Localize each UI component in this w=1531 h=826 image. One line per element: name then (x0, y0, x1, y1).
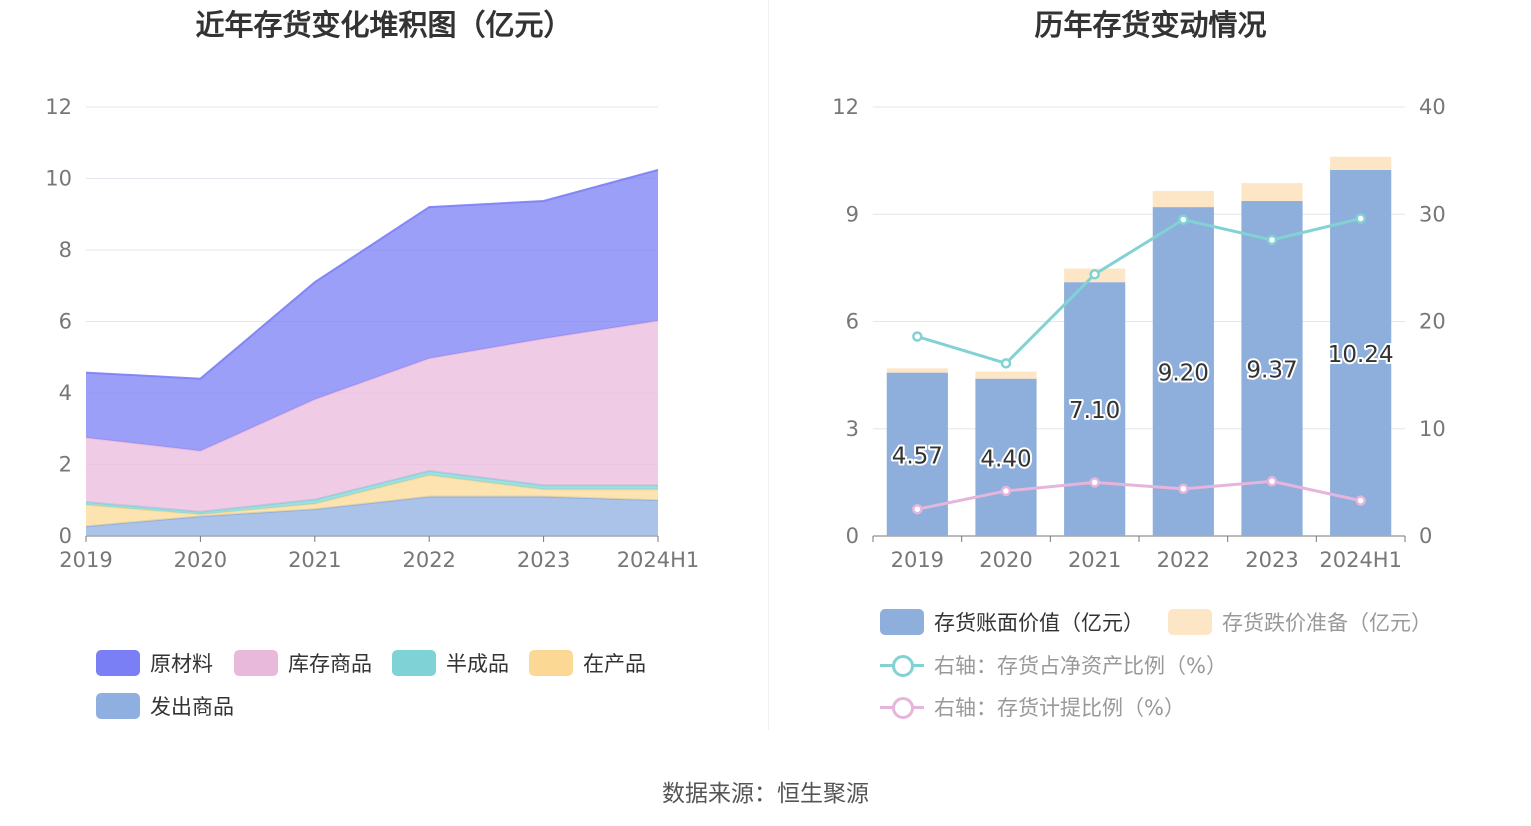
y-tick-label-right-chart: 12 (832, 95, 859, 119)
legend-label: 发出商品 (150, 695, 234, 719)
left-chart-title: 近年存货变化堆积图（亿元） (195, 8, 573, 42)
y2-tick-label: 0 (1419, 524, 1432, 548)
y-tick-label-right-chart: 3 (846, 417, 859, 441)
legend-item-right-2[interactable]: 右轴：存货占净资产比例（%） (880, 650, 1227, 680)
y2-tick-label: 30 (1419, 202, 1446, 226)
area-line-库存商品 (85, 319, 659, 452)
x-tick-label-right: 2024H1 (1319, 548, 1402, 572)
legend-item-left-2[interactable]: 半成品 (392, 648, 509, 678)
legend-line-symbol (880, 652, 924, 678)
x-tick-label-right: 2021 (1068, 548, 1121, 572)
point-右轴：存货计提比例（%） (912, 503, 923, 515)
legend-swatch (880, 609, 924, 635)
y-tick-label-left: 4 (59, 381, 72, 405)
data-source: 数据来源：恒生聚源 (662, 781, 869, 807)
line-右轴：存货占净资产比例（%） (916, 217, 1362, 366)
bar-data-label: 9.37 (1246, 358, 1297, 384)
area-发出商品 (86, 496, 658, 536)
x-tick-label-left: 2024H1 (617, 548, 700, 572)
bar-存货账面价值（亿元） (1152, 207, 1214, 536)
bar-data-label: 7.10 (1069, 398, 1120, 424)
x-tick-label-right: 2023 (1245, 548, 1298, 572)
legend-swatch (96, 650, 140, 676)
y2-tick-label: 20 (1419, 310, 1446, 334)
point-右轴：存货计提比例（%） (1355, 495, 1366, 506)
y-tick-label-right-chart: 0 (846, 524, 859, 548)
legend-swatch (234, 650, 278, 676)
legend-label: 存货跌价准备（亿元） (1222, 611, 1432, 635)
line-右轴：存货计提比例（%） (917, 479, 1361, 511)
bar-存货账面价值（亿元） (975, 378, 1037, 536)
y-tick-label-left: 10 (45, 167, 72, 191)
bar-data-label: 4.40 (980, 446, 1031, 472)
area-line-原材料 (85, 168, 659, 380)
y-tick-label-right-chart: 9 (846, 202, 859, 226)
y-tick-label-left: 2 (59, 453, 72, 477)
legend-item-left-0[interactable]: 原材料 (96, 648, 213, 678)
x-tick-label-left: 2019 (59, 548, 112, 572)
legend-item-left-4[interactable]: 发出商品 (96, 691, 234, 721)
legend-item-left-3[interactable]: 在产品 (529, 648, 646, 678)
x-tick-label-left: 2020 (174, 548, 227, 572)
legend-swatch (1168, 609, 1212, 635)
area-原材料 (86, 169, 658, 451)
x-tick-label-right: 2020 (979, 548, 1032, 572)
legend-label: 库存商品 (288, 652, 372, 676)
legend-item-right-1[interactable]: 存货跌价准备（亿元） (1168, 607, 1432, 637)
bar-data-label: 10.24 (1328, 342, 1394, 368)
legend-item-right-0[interactable]: 存货账面价值（亿元） (880, 607, 1144, 637)
y-tick-label-left: 0 (59, 524, 72, 548)
area-库存商品 (86, 320, 658, 512)
bar-存货跌价准备（亿元） (886, 368, 948, 373)
point-右轴：存货占净资产比例（%） (1000, 358, 1012, 369)
x-tick-label-right: 2022 (1157, 548, 1210, 572)
bar-存货跌价准备（亿元） (1241, 183, 1303, 202)
point-右轴：存货占净资产比例（%） (1089, 269, 1100, 280)
point-右轴：存货占净资产比例（%） (1355, 213, 1366, 224)
legend-item-left-1[interactable]: 库存商品 (234, 648, 372, 678)
x-tick-label-left: 2023 (517, 548, 570, 572)
legend-label: 在产品 (583, 652, 646, 676)
legend-item-right-3[interactable]: 右轴：存货计提比例（%） (880, 692, 1185, 722)
legend-label: 原材料 (150, 652, 213, 676)
y-tick-label-right-chart: 6 (846, 310, 859, 334)
y2-tick-label: 10 (1419, 417, 1446, 441)
area-line-发出商品 (85, 495, 659, 528)
legend-swatch (529, 650, 573, 676)
y-tick-label-left: 6 (59, 310, 72, 334)
legend-line-symbol (880, 694, 924, 720)
legend-label: 右轴：存货计提比例（%） (934, 696, 1185, 720)
point-右轴：存货计提比例（%） (1089, 477, 1100, 488)
point-右轴：存货计提比例（%） (1000, 485, 1012, 497)
point-右轴：存货占净资产比例（%） (1266, 234, 1278, 246)
point-右轴：存货计提比例（%） (1266, 476, 1278, 487)
x-tick-label-right: 2019 (891, 548, 944, 572)
x-tick-label-left: 2021 (288, 548, 341, 572)
area-在产品 (86, 475, 658, 527)
bar-data-label: 9.20 (1158, 361, 1209, 387)
bar-存货跌价准备（亿元） (1152, 191, 1214, 208)
point-右轴：存货占净资产比例（%） (1178, 214, 1189, 225)
legend-swatch (392, 650, 436, 676)
bar-存货账面价值（亿元） (1064, 282, 1126, 536)
x-tick-label-left: 2022 (402, 548, 455, 572)
point-右轴：存货占净资产比例（%） (912, 331, 923, 342)
right-chart-title: 历年存货变动情况 (1034, 8, 1267, 42)
legend-swatch (96, 693, 140, 719)
bar-存货跌价准备（亿元） (1330, 156, 1392, 170)
y2-tick-label: 40 (1419, 95, 1446, 119)
legend-label: 半成品 (446, 652, 509, 676)
legend-label: 右轴：存货占净资产比例（%） (934, 654, 1227, 678)
bar-data-label: 4.57 (892, 443, 943, 469)
legend-label: 存货账面价值（亿元） (934, 611, 1144, 635)
bar-存货账面价值（亿元） (1330, 169, 1392, 537)
panel-divider (768, 0, 769, 730)
point-右轴：存货计提比例（%） (1178, 483, 1189, 495)
y-tick-label-left: 8 (59, 238, 72, 262)
y-tick-label-left: 12 (45, 95, 72, 119)
bar-存货跌价准备（亿元） (975, 371, 1037, 379)
